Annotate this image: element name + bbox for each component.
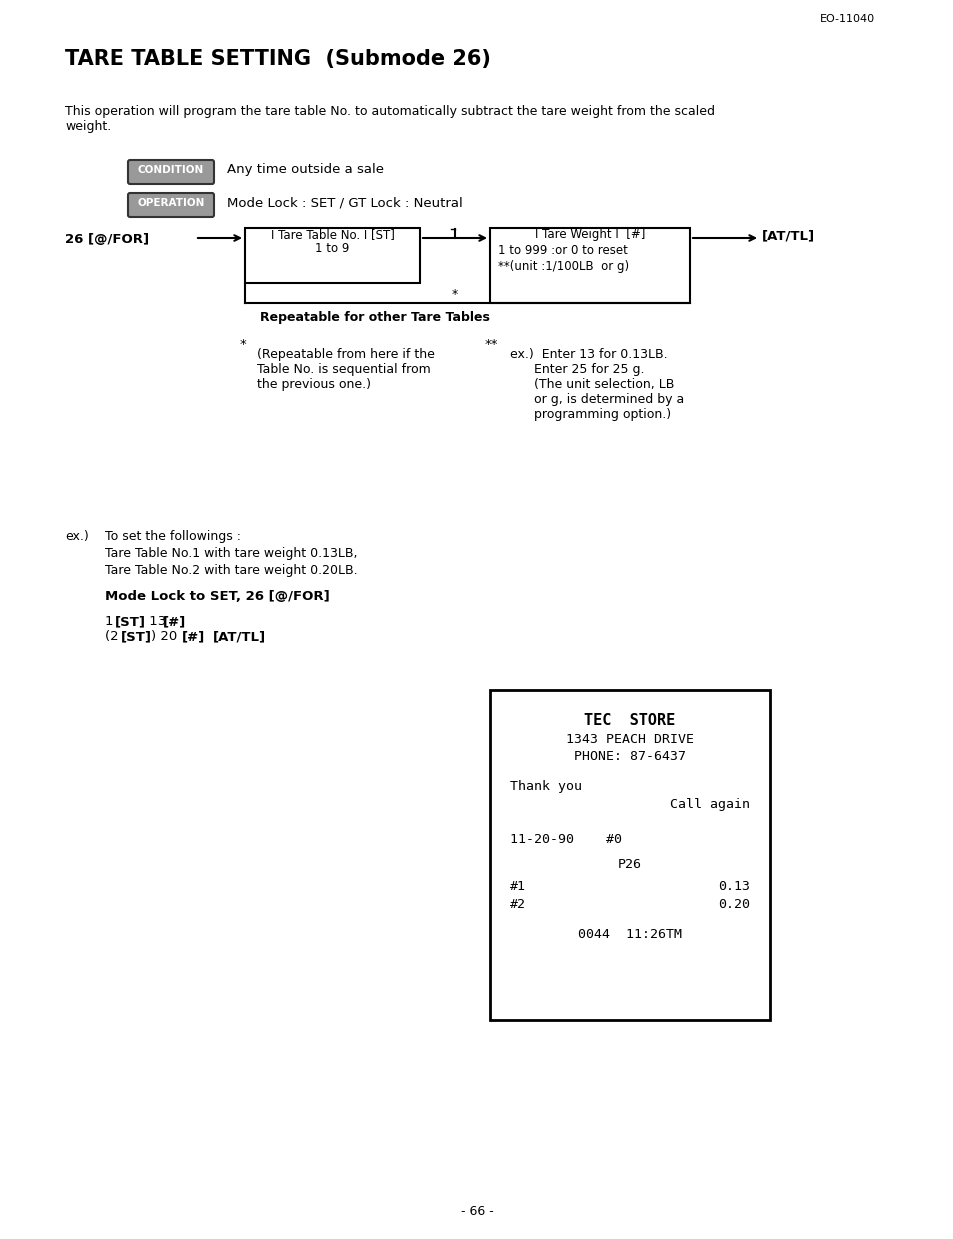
Text: Mode Lock : SET / GT Lock : Neutral: Mode Lock : SET / GT Lock : Neutral bbox=[227, 197, 462, 209]
Text: 0.20: 0.20 bbox=[718, 898, 749, 911]
Text: 1: 1 bbox=[105, 615, 117, 628]
Text: Repeatable for other Tare Tables: Repeatable for other Tare Tables bbox=[260, 311, 489, 325]
Text: ) 20: ) 20 bbox=[151, 629, 181, 643]
Text: 26 [@/FOR]: 26 [@/FOR] bbox=[65, 233, 149, 247]
Text: ex.): ex.) bbox=[65, 530, 89, 543]
Text: TARE TABLE SETTING  (Submode 26): TARE TABLE SETTING (Submode 26) bbox=[65, 50, 491, 69]
Text: **: ** bbox=[484, 338, 498, 351]
Text: Any time outside a sale: Any time outside a sale bbox=[227, 164, 384, 176]
Text: 1343 PEACH DRIVE: 1343 PEACH DRIVE bbox=[565, 733, 693, 746]
FancyBboxPatch shape bbox=[128, 160, 213, 185]
Text: Call again: Call again bbox=[669, 798, 749, 812]
Text: 0044  11:26TM: 0044 11:26TM bbox=[578, 928, 681, 940]
Text: OPERATION: OPERATION bbox=[137, 198, 205, 208]
Text: - 66 -: - 66 - bbox=[460, 1206, 493, 1218]
Text: Thank you: Thank you bbox=[510, 781, 581, 793]
Text: *: * bbox=[240, 338, 247, 351]
Text: ex.)  Enter 13 for 0.13LB.
      Enter 25 for 25 g.
      (The unit selection, L: ex.) Enter 13 for 0.13LB. Enter 25 for 2… bbox=[510, 348, 683, 421]
Text: **(unit :1/100LB  or g): **(unit :1/100LB or g) bbox=[497, 260, 628, 273]
Text: [ST]: [ST] bbox=[121, 629, 152, 643]
Text: This operation will program the tare table No. to automatically subtract the tar: This operation will program the tare tab… bbox=[65, 105, 714, 133]
Text: Tare Table No.2 with tare weight 0.20LB.: Tare Table No.2 with tare weight 0.20LB. bbox=[105, 564, 357, 577]
FancyBboxPatch shape bbox=[128, 193, 213, 217]
Text: I Tare Weight I  [#]: I Tare Weight I [#] bbox=[535, 228, 644, 242]
Text: [#]: [#] bbox=[163, 615, 186, 628]
Text: PHONE: 87-6437: PHONE: 87-6437 bbox=[574, 750, 685, 763]
Text: [AT/TL]: [AT/TL] bbox=[761, 229, 814, 242]
Text: P26: P26 bbox=[618, 857, 641, 871]
Text: TEC  STORE: TEC STORE bbox=[584, 712, 675, 729]
Text: [ST]: [ST] bbox=[115, 615, 146, 628]
Text: (Repeatable from here if the
Table No. is sequential from
the previous one.): (Repeatable from here if the Table No. i… bbox=[256, 348, 435, 392]
Text: [AT/TL]: [AT/TL] bbox=[213, 629, 266, 643]
Text: Mode Lock to SET, 26 [@/FOR]: Mode Lock to SET, 26 [@/FOR] bbox=[105, 590, 330, 603]
Text: 11-20-90    #0: 11-20-90 #0 bbox=[510, 833, 621, 846]
Bar bbox=[245, 228, 419, 282]
Text: 1 to 999 :or 0 to reset: 1 to 999 :or 0 to reset bbox=[497, 244, 627, 256]
Bar bbox=[490, 690, 769, 1020]
Text: EO-11040: EO-11040 bbox=[820, 14, 874, 24]
Text: CONDITION: CONDITION bbox=[138, 165, 204, 175]
Text: 1 to 9: 1 to 9 bbox=[315, 242, 350, 255]
Text: [#]: [#] bbox=[182, 629, 205, 643]
Text: Tare Table No.1 with tare weight 0.13LB,: Tare Table No.1 with tare weight 0.13LB, bbox=[105, 546, 357, 560]
Text: (2: (2 bbox=[105, 629, 123, 643]
Text: #2: #2 bbox=[510, 898, 525, 911]
Text: To set the followings :: To set the followings : bbox=[105, 530, 241, 543]
Text: 0.13: 0.13 bbox=[718, 880, 749, 893]
Text: #1: #1 bbox=[510, 880, 525, 893]
Text: *: * bbox=[452, 287, 457, 301]
Bar bbox=[490, 228, 689, 304]
Text: 13: 13 bbox=[145, 615, 171, 628]
Text: I Tare Table No. I [ST]: I Tare Table No. I [ST] bbox=[271, 228, 394, 242]
